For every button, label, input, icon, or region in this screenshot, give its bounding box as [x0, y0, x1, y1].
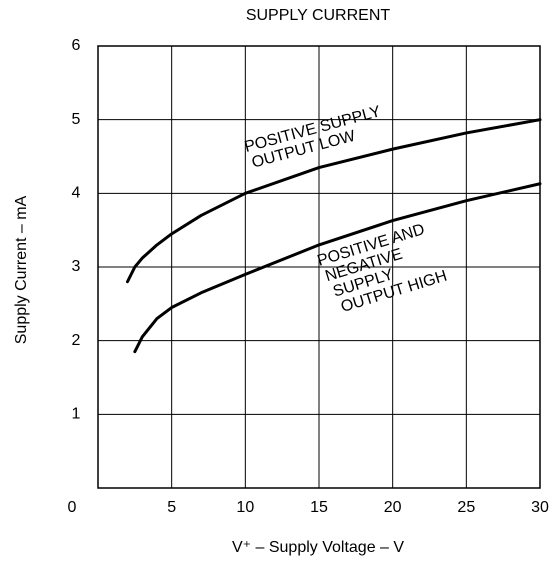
x-tick-label: 25 — [457, 499, 475, 516]
y-tick-label: 2 — [72, 332, 81, 349]
x-axis-label: V⁺ – Supply Voltage – V — [232, 539, 404, 556]
line-series — [125, 118, 542, 284]
x-tick-label: 20 — [384, 499, 402, 516]
x-tick-label: 15 — [310, 499, 328, 516]
x-tick-label: 5 — [167, 499, 176, 516]
y-axis-label: Supply Current – mA — [13, 195, 30, 344]
line-series — [133, 182, 542, 354]
y-tick-label: 4 — [72, 185, 81, 202]
y-tick-label: 3 — [72, 258, 81, 275]
x-tick-label: 0 — [68, 499, 77, 516]
x-tick-label: 30 — [531, 499, 549, 516]
y-tick-label: 1 — [72, 406, 81, 423]
x-tick-label: 10 — [236, 499, 254, 516]
y-tick-label: 5 — [72, 111, 81, 128]
y-tick-label: 6 — [72, 37, 81, 54]
chart-title: SUPPLY CURRENT — [246, 7, 391, 24]
